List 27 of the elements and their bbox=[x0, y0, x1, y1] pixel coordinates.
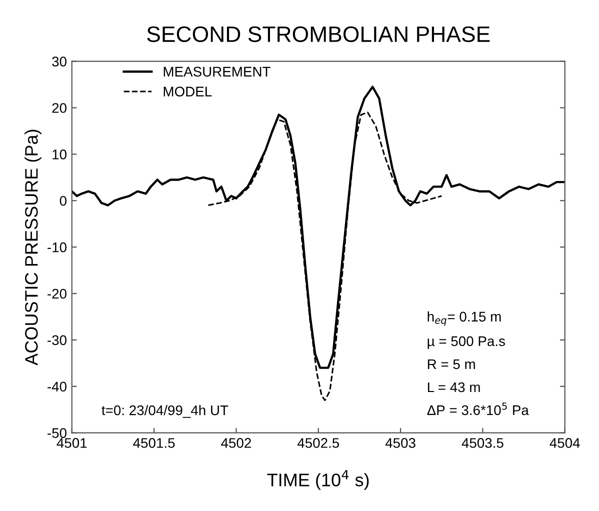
y-tick-label: 0 bbox=[60, 196, 66, 206]
y-tick-label: 30 bbox=[52, 56, 66, 66]
annotation: µ = 500 Pa.s bbox=[428, 336, 505, 349]
y-tick-label: 10 bbox=[52, 150, 66, 160]
x-axis-title: TIME (10$^{4}$ s) bbox=[267, 470, 369, 490]
annotation: R = 5 m bbox=[428, 359, 475, 370]
legend-label: MEASUREMENT bbox=[164, 66, 270, 77]
chart-title: SECOND STROMBOLIAN PHASE bbox=[147, 26, 490, 42]
annotation: L = 43 m bbox=[428, 382, 480, 392]
x-tick-label: 4503.5 bbox=[462, 438, 504, 448]
annotation: h$_{eq}$= 0.15 m bbox=[428, 311, 501, 326]
legend-label: MODEL bbox=[164, 86, 212, 96]
y-tick-label: -50 bbox=[48, 428, 66, 438]
annotation: t=0: 23/04/99_4h UT bbox=[102, 405, 228, 418]
x-tick-label: 4503 bbox=[385, 438, 416, 448]
y-tick-label: 20 bbox=[52, 103, 66, 113]
y-axis-title: ACOUSTIC PRESSURE (Pa) bbox=[24, 130, 42, 366]
annotation: ΔP = 3.6*10$^{5}$ Pa bbox=[427, 402, 529, 416]
y-tick-label: -40 bbox=[48, 382, 66, 392]
x-tick-label: 4502 bbox=[221, 438, 251, 448]
y-tick-label: -10 bbox=[48, 242, 66, 252]
x-tick-label: 4501 bbox=[56, 438, 87, 448]
x-tick-label: 4504 bbox=[550, 438, 580, 448]
y-tick-label: -30 bbox=[48, 335, 66, 346]
x-tick-label: 4502.5 bbox=[297, 438, 340, 448]
x-tick-label: 4501.5 bbox=[133, 438, 175, 448]
y-tick-label: -20 bbox=[48, 288, 66, 299]
